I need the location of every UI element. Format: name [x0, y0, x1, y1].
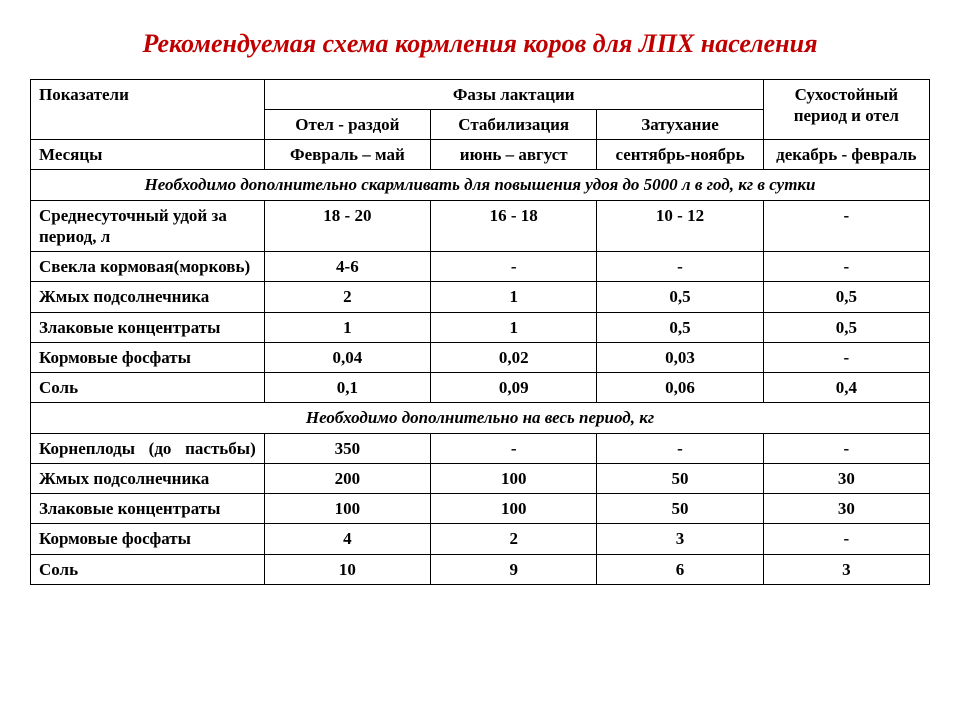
row-label: Среднесуточный удой за период, л	[31, 200, 265, 252]
table-cell: 0,5	[763, 282, 929, 312]
table-cell: 0,1	[264, 373, 430, 403]
row-label: Кормовые фосфаты	[31, 342, 265, 372]
table-cell: 4	[264, 524, 430, 554]
table-cell: 100	[431, 463, 597, 493]
table-cell: 9	[431, 554, 597, 584]
row-label: Жмых подсолнечника	[31, 282, 265, 312]
table-cell: 1	[431, 282, 597, 312]
col-header-dry: Сухостойный период и отел	[763, 79, 929, 140]
table-cell: июнь – август	[431, 140, 597, 170]
table-cell: 200	[264, 463, 430, 493]
row-label: Соль	[31, 373, 265, 403]
table-cell: -	[431, 252, 597, 282]
row-label: Соль	[31, 554, 265, 584]
table-cell: 0,04	[264, 342, 430, 372]
table-cell: 0,4	[763, 373, 929, 403]
table-cell: 50	[597, 494, 763, 524]
table-cell: 10 - 12	[597, 200, 763, 252]
table-cell: 100	[431, 494, 597, 524]
feeding-table: Показатели Фазы лактации Сухостойный пер…	[30, 79, 930, 585]
table-cell: 50	[597, 463, 763, 493]
page-title: Рекомендуемая схема кормления коров для …	[30, 28, 930, 61]
table-cell: -	[763, 252, 929, 282]
row-label: Корнеплоды (до пастьбы)	[31, 433, 265, 463]
table-cell: 10	[264, 554, 430, 584]
table-cell: 16 - 18	[431, 200, 597, 252]
table-cell: 0,5	[597, 312, 763, 342]
row-label: Злаковые концентраты	[31, 312, 265, 342]
table-cell: 0,5	[763, 312, 929, 342]
table-cell: -	[763, 433, 929, 463]
col-header-lactation: Фазы лактации	[264, 79, 763, 109]
row-label: Жмых подсолнечника	[31, 463, 265, 493]
table-cell: 30	[763, 494, 929, 524]
table-cell: -	[597, 433, 763, 463]
table-cell: 0,03	[597, 342, 763, 372]
col-header-indicators: Показатели	[31, 79, 265, 140]
table-cell: 0,5	[597, 282, 763, 312]
table-cell: 1	[264, 312, 430, 342]
table-cell: декабрь - февраль	[763, 140, 929, 170]
table-cell: 0,02	[431, 342, 597, 372]
table-cell: -	[763, 200, 929, 252]
col-subheader: Отел - раздой	[264, 109, 430, 139]
table-cell: 100	[264, 494, 430, 524]
table-cell: 3	[763, 554, 929, 584]
table-cell: -	[431, 433, 597, 463]
table-cell: Февраль – май	[264, 140, 430, 170]
col-subheader: Стабилизация	[431, 109, 597, 139]
table-cell: -	[763, 524, 929, 554]
table-cell: 1	[431, 312, 597, 342]
section-header: Необходимо дополнительно скармливать для…	[31, 170, 930, 200]
table-cell: -	[597, 252, 763, 282]
section-header: Необходимо дополнительно на весь период,…	[31, 403, 930, 433]
table-cell: -	[763, 342, 929, 372]
table-cell: 0,09	[431, 373, 597, 403]
row-label: Злаковые концентраты	[31, 494, 265, 524]
table-cell: 6	[597, 554, 763, 584]
table-cell: 30	[763, 463, 929, 493]
table-cell: 2	[431, 524, 597, 554]
table-cell: 0,06	[597, 373, 763, 403]
table-cell: 350	[264, 433, 430, 463]
table-cell: 4-6	[264, 252, 430, 282]
row-label: Свекла кормовая(морковь)	[31, 252, 265, 282]
row-label-months: Месяцы	[31, 140, 265, 170]
col-subheader: Затухание	[597, 109, 763, 139]
table-cell: 2	[264, 282, 430, 312]
table-cell: 18 - 20	[264, 200, 430, 252]
table-cell: 3	[597, 524, 763, 554]
row-label: Кормовые фосфаты	[31, 524, 265, 554]
table-cell: сентябрь-ноябрь	[597, 140, 763, 170]
